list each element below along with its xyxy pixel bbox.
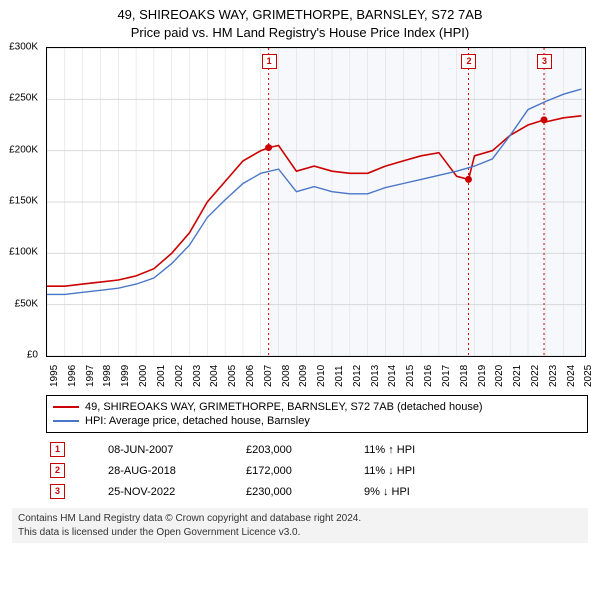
x-tick-label: 1995 (49, 365, 60, 387)
x-tick-label: 2013 (370, 365, 381, 387)
legend: 49, SHIREOAKS WAY, GRIMETHORPE, BARNSLEY… (46, 395, 588, 433)
x-tick-label: 2004 (209, 365, 220, 387)
x-tick-label: 2018 (459, 365, 470, 387)
x-tick-label: 2003 (192, 365, 203, 387)
x-tick-label: 1999 (120, 365, 131, 387)
y-tick-label: £250K (9, 93, 38, 104)
x-tick-label: 2005 (227, 365, 238, 387)
x-tick-label: 2001 (156, 365, 167, 387)
plot-region: 1 2 3 (46, 47, 586, 357)
sale-marker-2: 2 (461, 54, 476, 69)
y-tick-label: £0 (27, 350, 38, 361)
x-tick-label: 1997 (85, 365, 96, 387)
sale-row: 2 28-AUG-2018£172,00011% ↓ HPI (46, 460, 588, 481)
legend-item: HPI: Average price, detached house, Barn… (53, 414, 581, 428)
y-tick-label: £200K (9, 144, 38, 155)
chart-svg (47, 48, 585, 356)
x-tick-label: 2016 (423, 365, 434, 387)
sale-price: £230,000 (242, 481, 360, 502)
footer-line1: Contains HM Land Registry data © Crown c… (18, 512, 582, 526)
sale-marker-box: 3 (50, 484, 65, 499)
x-tick-label: 1996 (67, 365, 78, 387)
y-tick-label: £100K (9, 247, 38, 258)
x-tick-label: 2012 (352, 365, 363, 387)
x-tick-label: 2025 (583, 365, 594, 387)
sale-marker-1: 1 (262, 54, 277, 69)
sales-table: 1 08-JUN-2007£203,00011% ↑ HPI 2 28-AUG-201… (46, 439, 588, 502)
x-tick-label: 1998 (102, 365, 113, 387)
x-tick-label: 2024 (566, 365, 577, 387)
footer-attribution: Contains HM Land Registry data © Crown c… (12, 508, 588, 543)
x-tick-label: 2010 (316, 365, 327, 387)
x-tick-label: 2008 (281, 365, 292, 387)
sale-price: £172,000 (242, 460, 360, 481)
x-tick-label: 2019 (477, 365, 488, 387)
x-tick-label: 2009 (298, 365, 309, 387)
sale-pct: 9% ↓ HPI (360, 481, 588, 502)
sale-marker-3: 3 (537, 54, 552, 69)
y-tick-label: £50K (15, 298, 38, 309)
sale-pct: 11% ↓ HPI (360, 460, 588, 481)
x-tick-label: 2020 (494, 365, 505, 387)
x-tick-label: 2022 (530, 365, 541, 387)
legend-label: HPI: Average price, detached house, Barn… (85, 415, 310, 427)
y-tick-label: £150K (9, 196, 38, 207)
y-axis-labels: £0 £50K £100K £150K £200K £250K £300K (0, 41, 44, 391)
y-tick-label: £300K (9, 42, 38, 53)
x-tick-label: 2011 (334, 366, 345, 388)
sale-price: £203,000 (242, 439, 360, 460)
title-line1: 49, SHIREOAKS WAY, GRIMETHORPE, BARNSLEY… (0, 6, 600, 24)
x-tick-label: 2006 (245, 365, 256, 387)
x-tick-label: 2007 (263, 365, 274, 387)
x-tick-label: 2000 (138, 365, 149, 387)
x-tick-label: 2015 (405, 365, 416, 387)
legend-swatch (53, 420, 79, 422)
sale-marker-box: 2 (50, 463, 65, 478)
x-axis-labels: 1995 1996 1997 1998 1999 2000 2001 2002 2003 2004… (46, 361, 586, 391)
x-tick-label: 2002 (174, 365, 185, 387)
sale-date: 25-NOV-2022 (104, 481, 242, 502)
footer-line2: This data is licensed under the Open Gov… (18, 526, 582, 540)
x-tick-label: 2017 (441, 365, 452, 387)
x-tick-label: 2021 (512, 365, 523, 387)
title-line2: Price paid vs. HM Land Registry's House … (0, 24, 600, 42)
sale-marker-box: 1 (50, 442, 65, 457)
chart-area: £0 £50K £100K £150K £200K £250K £300K 1 2 3 1995… (0, 41, 600, 391)
legend-item: 49, SHIREOAKS WAY, GRIMETHORPE, BARNSLEY… (53, 400, 581, 414)
sale-row: 3 25-NOV-2022£230,0009% ↓ HPI (46, 481, 588, 502)
sale-date: 28-AUG-2018 (104, 460, 242, 481)
x-tick-label: 2023 (548, 365, 559, 387)
legend-swatch (53, 406, 79, 408)
sale-pct: 11% ↑ HPI (360, 439, 588, 460)
sale-date: 08-JUN-2007 (104, 439, 242, 460)
x-tick-label: 2014 (387, 365, 398, 387)
chart-title: 49, SHIREOAKS WAY, GRIMETHORPE, BARNSLEY… (0, 0, 600, 41)
sale-row: 1 08-JUN-2007£203,00011% ↑ HPI (46, 439, 588, 460)
legend-label: 49, SHIREOAKS WAY, GRIMETHORPE, BARNSLEY… (85, 401, 483, 413)
